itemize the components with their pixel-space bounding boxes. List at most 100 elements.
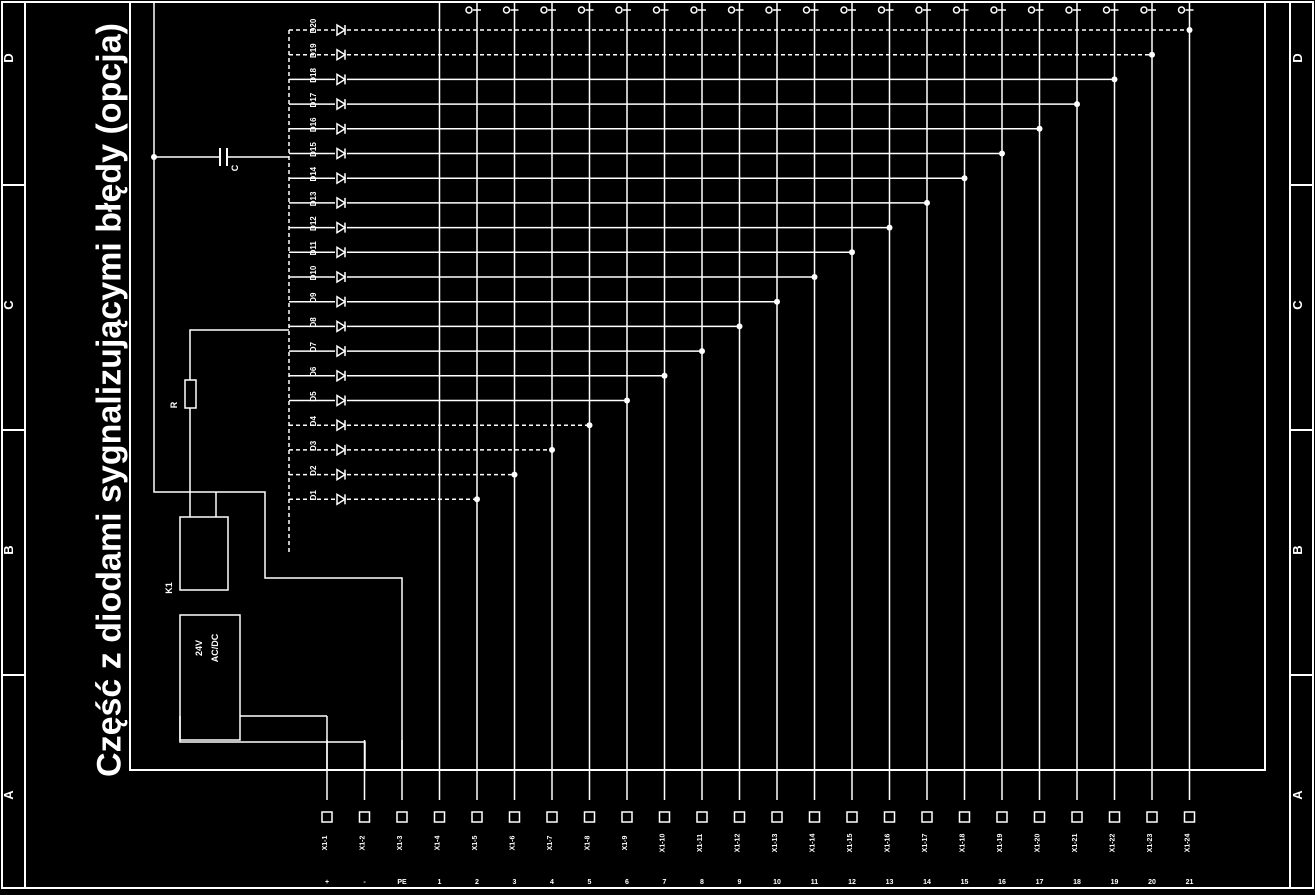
terminal-label: X1-6 (510, 836, 517, 851)
diode-label: D10 (309, 265, 318, 280)
terminal-block (958, 811, 971, 823)
terminal-label: X1-5 (472, 836, 479, 851)
terminal-mark: 21 (1186, 879, 1194, 886)
terminal-mark: 7 (663, 879, 667, 886)
terminal-mark: 18 (1073, 879, 1081, 886)
terminal-block (771, 811, 783, 823)
top-lamp-icon (1102, 6, 1111, 14)
diode-label: D14 (309, 166, 318, 181)
terminal-mark: 12 (848, 879, 856, 886)
terminal-block (1146, 811, 1158, 823)
diode-symbol (336, 221, 347, 234)
diode-symbol (336, 97, 347, 111)
top-lamp-icon (1177, 6, 1186, 14)
terminal-label: X1-2 (360, 836, 367, 851)
terminal-label: X1-15 (847, 834, 854, 853)
terminal-mark: 10 (773, 879, 781, 886)
terminal-label: X1-22 (1110, 834, 1117, 853)
top-lamp-icon (915, 6, 923, 14)
terminal-label: X1-16 (885, 834, 892, 853)
terminal-mark: PE (397, 879, 407, 886)
junction-dot (586, 422, 593, 429)
terminal-block (471, 811, 483, 823)
junction-dot (474, 496, 480, 503)
junction-dot (511, 471, 518, 478)
junction-dot (1149, 51, 1155, 58)
relay-label: K1 (164, 582, 174, 594)
diode-label: D12 (309, 216, 318, 231)
top-lamp-icon (952, 6, 961, 14)
terminal-block (921, 811, 933, 823)
terminal-label: X1-14 (810, 834, 817, 853)
terminal-block (396, 811, 408, 823)
junction-dot (736, 323, 743, 330)
terminal-mark: 20 (1148, 879, 1156, 886)
diode-label: D18 (309, 68, 318, 83)
junction-dot (661, 372, 668, 379)
diode-symbol (336, 418, 347, 432)
terminal-block (658, 811, 671, 823)
top-lamp-icon (727, 6, 736, 14)
resistor-label: R (169, 401, 179, 408)
terminal-mark: - (363, 879, 366, 886)
terminal-block (621, 811, 633, 823)
terminal-block (883, 811, 896, 823)
diagram-title: Część z diodami sygnalizującymi błędy (o… (90, 23, 129, 777)
top-lamp-icon (1027, 6, 1036, 14)
terminal-label: X1-20 (1035, 834, 1042, 853)
terminal-mark: 6 (625, 879, 629, 886)
terminal-mark: 17 (1036, 879, 1044, 886)
top-lamp-icon (840, 6, 848, 14)
diode-label: D17 (309, 92, 318, 107)
junction-dot (151, 154, 157, 160)
top-lamp-icon (465, 6, 473, 14)
terminal-mark: 3 (513, 879, 517, 886)
terminal-block (996, 811, 1008, 823)
top-lamp-icon (540, 6, 548, 14)
terminal-block (696, 811, 708, 823)
terminal-label: X1-10 (660, 834, 667, 853)
zone-label-left-d: D (1, 53, 16, 62)
top-lamp-icon (502, 6, 511, 14)
terminal-block (1033, 811, 1046, 823)
zone-label-left-c: C (1, 300, 16, 310)
diode-label: D20 (309, 18, 318, 33)
diode-symbol (336, 369, 347, 383)
terminal-block (1183, 811, 1196, 823)
diode-symbol (336, 245, 347, 259)
zone-label-right-d: D (1290, 53, 1305, 62)
diode-label: D8 (309, 317, 318, 328)
terminal-block (433, 811, 446, 823)
terminal-block (508, 811, 521, 823)
diode-symbol (336, 23, 347, 37)
terminal-mark: 13 (886, 879, 894, 886)
diode-symbol (336, 171, 347, 185)
terminal-mark: 8 (700, 879, 704, 886)
terminal-block (583, 811, 596, 823)
terminal-label: X1-3 (397, 836, 404, 851)
terminal-block (1071, 811, 1083, 823)
terminal-label: X1-12 (735, 834, 742, 853)
zone-label-left-a: A (1, 790, 16, 800)
terminal-label: X1-13 (772, 834, 779, 853)
terminal-mark: 16 (998, 879, 1006, 886)
terminal-mark: 1 (438, 879, 442, 886)
diode-label: D7 (309, 341, 318, 352)
terminal-mark: 11 (811, 879, 819, 886)
junction-dot (699, 348, 705, 355)
top-lamp-icon (652, 6, 661, 14)
zone-label-left-b: B (1, 545, 16, 554)
diode-label: D11 (309, 241, 318, 256)
terminal-mark: 14 (923, 879, 931, 886)
terminal-label: X1-8 (585, 836, 592, 851)
terminal-mark: 19 (1111, 879, 1119, 886)
terminal-block (846, 811, 858, 823)
top-lamp-icon (1065, 6, 1073, 14)
junction-dot (1036, 125, 1043, 132)
top-lamp-icon (690, 6, 698, 14)
resistor-symbol (184, 379, 197, 409)
diode-symbol (336, 147, 347, 160)
top-lamp-icon (765, 6, 773, 14)
